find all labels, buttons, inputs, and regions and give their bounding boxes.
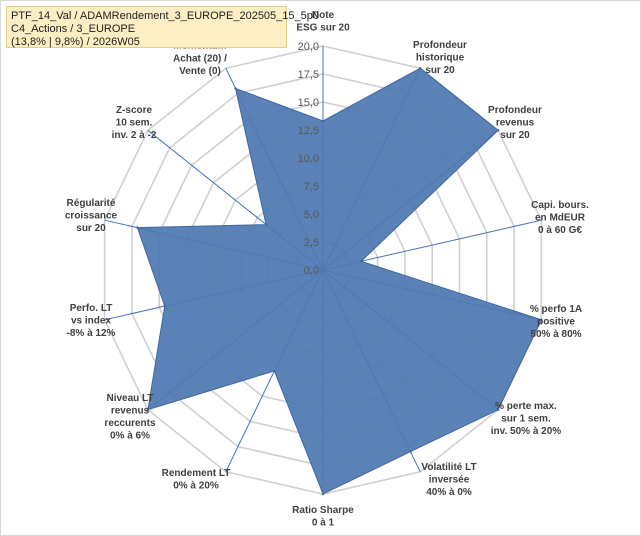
data-point bbox=[321, 492, 325, 496]
axis-label-9: Niveau LT bbox=[106, 393, 153, 404]
axis-label-10: Perfo. LT bbox=[70, 303, 113, 314]
axis-label-10: -8% à 12% bbox=[67, 328, 116, 339]
axis-label-3: 0 à 60 G€ bbox=[538, 225, 582, 236]
tick-label: 12,5 bbox=[298, 125, 319, 137]
axis-label-7: Ratio Sharpe bbox=[292, 505, 354, 516]
tick-label: 0,0 bbox=[304, 265, 319, 277]
series-area bbox=[136, 67, 543, 495]
axis-label-13: Achat (20) / bbox=[173, 54, 227, 65]
data-point bbox=[264, 223, 268, 226]
axis-label-9: 0% à 6% bbox=[110, 431, 150, 442]
data-point bbox=[419, 67, 422, 70]
data-point bbox=[163, 304, 166, 308]
axis-label-2: Profondeur bbox=[488, 105, 542, 116]
info-line-1: PTF_14_Val / ADAMRendement_3_EUROPE_2025… bbox=[11, 10, 319, 22]
info-line-2: C4_Actions / 3_EUROPE bbox=[11, 23, 136, 35]
axis-label-0: Note bbox=[312, 10, 335, 21]
data-point bbox=[321, 119, 325, 123]
axis-label-0: ESG sur 20 bbox=[296, 23, 350, 34]
tick-label: 17,5 bbox=[298, 69, 319, 81]
data-point bbox=[540, 318, 543, 321]
axis-label-8: Rendement LT bbox=[162, 468, 231, 479]
axis-label-2: revenus bbox=[496, 118, 535, 129]
axis-label-6: inversée bbox=[429, 475, 470, 486]
data-point bbox=[496, 408, 500, 411]
axis-label-1: sur 20 bbox=[425, 65, 455, 76]
axis-label-1: historique bbox=[416, 53, 465, 64]
axis-label-3: Capi. bours. bbox=[531, 200, 589, 211]
data-point bbox=[234, 87, 237, 90]
axis-label-4: % perfo 1A bbox=[530, 304, 582, 315]
axis-label-4: positive bbox=[537, 317, 575, 328]
data-point bbox=[146, 408, 150, 411]
axis-label-1: Profondeur bbox=[413, 40, 467, 51]
tick-label: 10,0 bbox=[298, 153, 319, 165]
axis-label-12: inv. 2 à -2 bbox=[112, 130, 157, 141]
data-point bbox=[409, 450, 412, 453]
axis-label-13: Vente (0) bbox=[179, 66, 221, 77]
axis-label-12: 10 sem. bbox=[116, 118, 153, 129]
info-line-3: (13,8% | 9,8%) / 2026W05 bbox=[11, 36, 140, 48]
portfolio-info-box: PTF_14_Val / ADAMRendement_3_EUROPE_2025… bbox=[6, 6, 319, 48]
axis-label-5: inv. 50% à 20% bbox=[491, 426, 562, 437]
data-point bbox=[360, 260, 363, 263]
axis-label-11: sur 20 bbox=[76, 223, 106, 234]
axis-label-4: 50% à 80% bbox=[530, 329, 581, 340]
axis-label-6: Volatilité LT bbox=[421, 462, 476, 473]
data-point bbox=[136, 226, 139, 229]
axis-label-9: reccurents bbox=[104, 418, 156, 429]
axis-label-2: sur 20 bbox=[500, 130, 530, 141]
tick-label: 7,5 bbox=[304, 181, 319, 193]
radar-series bbox=[136, 67, 543, 496]
tick-label: 20,0 bbox=[298, 41, 319, 53]
data-point bbox=[273, 369, 276, 373]
data-point bbox=[496, 129, 500, 132]
axis-label-9: revenus bbox=[111, 406, 150, 417]
axis-label-7: 0 à 1 bbox=[312, 518, 335, 529]
radar-tick-labels: 0,0 2,5 5,0 7,5 10,0 12,5 15,0 17,5 20,0 bbox=[298, 41, 319, 277]
axis-label-10: vs index bbox=[71, 316, 111, 327]
tick-label: 5,0 bbox=[304, 209, 319, 221]
axis-label-11: croissance bbox=[65, 211, 118, 222]
tick-label: 2,5 bbox=[304, 237, 319, 249]
axis-label-12: Z-score bbox=[116, 105, 153, 116]
axis-label-11: Régularité bbox=[67, 198, 116, 209]
axis-label-5: % perte max. bbox=[495, 401, 557, 412]
axis-label-8: 0% à 20% bbox=[173, 481, 219, 492]
axis-label-5: sur 1 sem. bbox=[501, 414, 551, 425]
axis-label-6: 40% à 0% bbox=[426, 487, 472, 498]
tick-label: 15,0 bbox=[298, 97, 319, 109]
axis-label-3: en MdEUR bbox=[535, 213, 586, 224]
